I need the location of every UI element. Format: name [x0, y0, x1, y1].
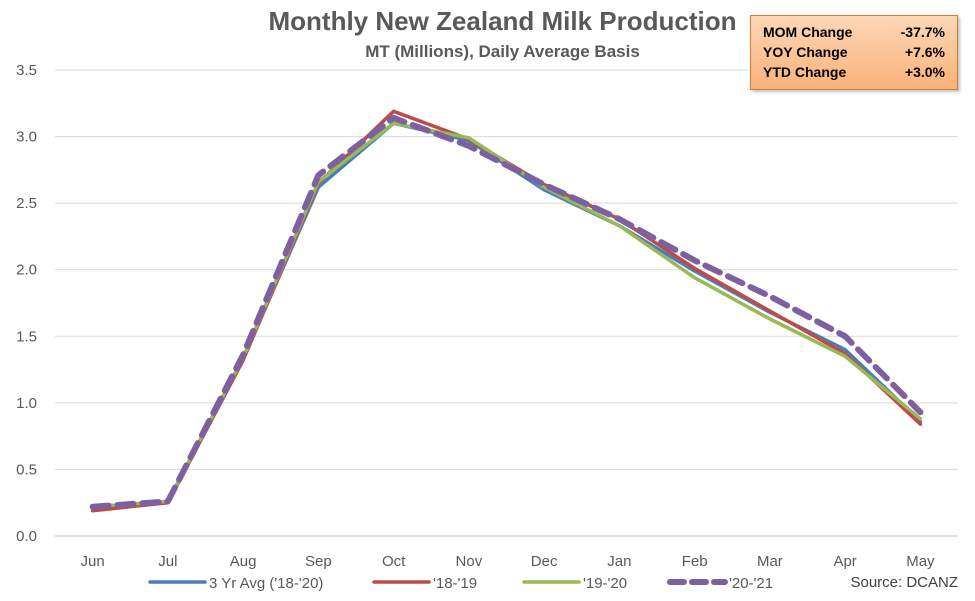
- legend-label: '20-'21: [729, 575, 773, 592]
- y-tick-label: 0.0: [16, 528, 37, 545]
- chart-title: Monthly New Zealand Milk Production: [268, 6, 737, 36]
- y-tick-label: 3.5: [16, 62, 37, 79]
- x-tick-label: Feb: [682, 553, 708, 570]
- y-tick-label: 0.5: [16, 461, 37, 478]
- y-tick-label: 2.5: [16, 195, 37, 212]
- x-tick-label: Mar: [757, 553, 783, 570]
- x-tick-label: Aug: [230, 553, 257, 570]
- x-tick-label: Nov: [456, 553, 483, 570]
- series-line-1: [90, 121, 923, 510]
- series-line-4: [89, 114, 924, 510]
- x-tick-label: Jun: [81, 553, 105, 570]
- stats-box: MOM Change -37.7% YOY Change +7.6% YTD C…: [750, 15, 958, 90]
- y-tick-label: 1.5: [16, 328, 37, 345]
- x-tick-label: Oct: [382, 553, 406, 570]
- stats-value-mom: -37.7%: [900, 24, 945, 40]
- y-tick-label: 1.0: [16, 395, 37, 412]
- stats-value-ytd: +3.0%: [904, 64, 945, 80]
- y-tick-label: 3.0: [16, 129, 37, 146]
- stats-row-yoy: YOY Change +7.6%: [763, 44, 945, 64]
- stats-row-ytd: YTD Change +3.0%: [763, 64, 945, 84]
- source-note: Source: DCANZ: [850, 574, 958, 591]
- series-line-3: [90, 121, 923, 509]
- x-tick-label: Jul: [158, 553, 177, 570]
- x-tick-label: Apr: [833, 553, 856, 570]
- y-tick-label: 2.0: [16, 262, 37, 279]
- x-tick-label: May: [906, 553, 935, 570]
- stats-label-yoy: YOY Change: [763, 44, 848, 60]
- x-tick-label: Jan: [607, 553, 631, 570]
- x-tick-label: Sep: [305, 553, 332, 570]
- chart-subtitle: MT (Millions), Daily Average Basis: [365, 42, 640, 61]
- stats-label-ytd: YTD Change: [763, 64, 847, 80]
- legend-label: '19-'20: [583, 575, 627, 592]
- legend-label: 3 Yr Avg ('18-'20): [209, 575, 323, 592]
- stats-label-mom: MOM Change: [763, 24, 853, 40]
- stats-value-yoy: +7.6%: [904, 44, 945, 60]
- legend-label: '18-'19: [433, 575, 477, 592]
- x-tick-label: Dec: [531, 553, 558, 570]
- stats-row-mom: MOM Change -37.7%: [763, 24, 945, 44]
